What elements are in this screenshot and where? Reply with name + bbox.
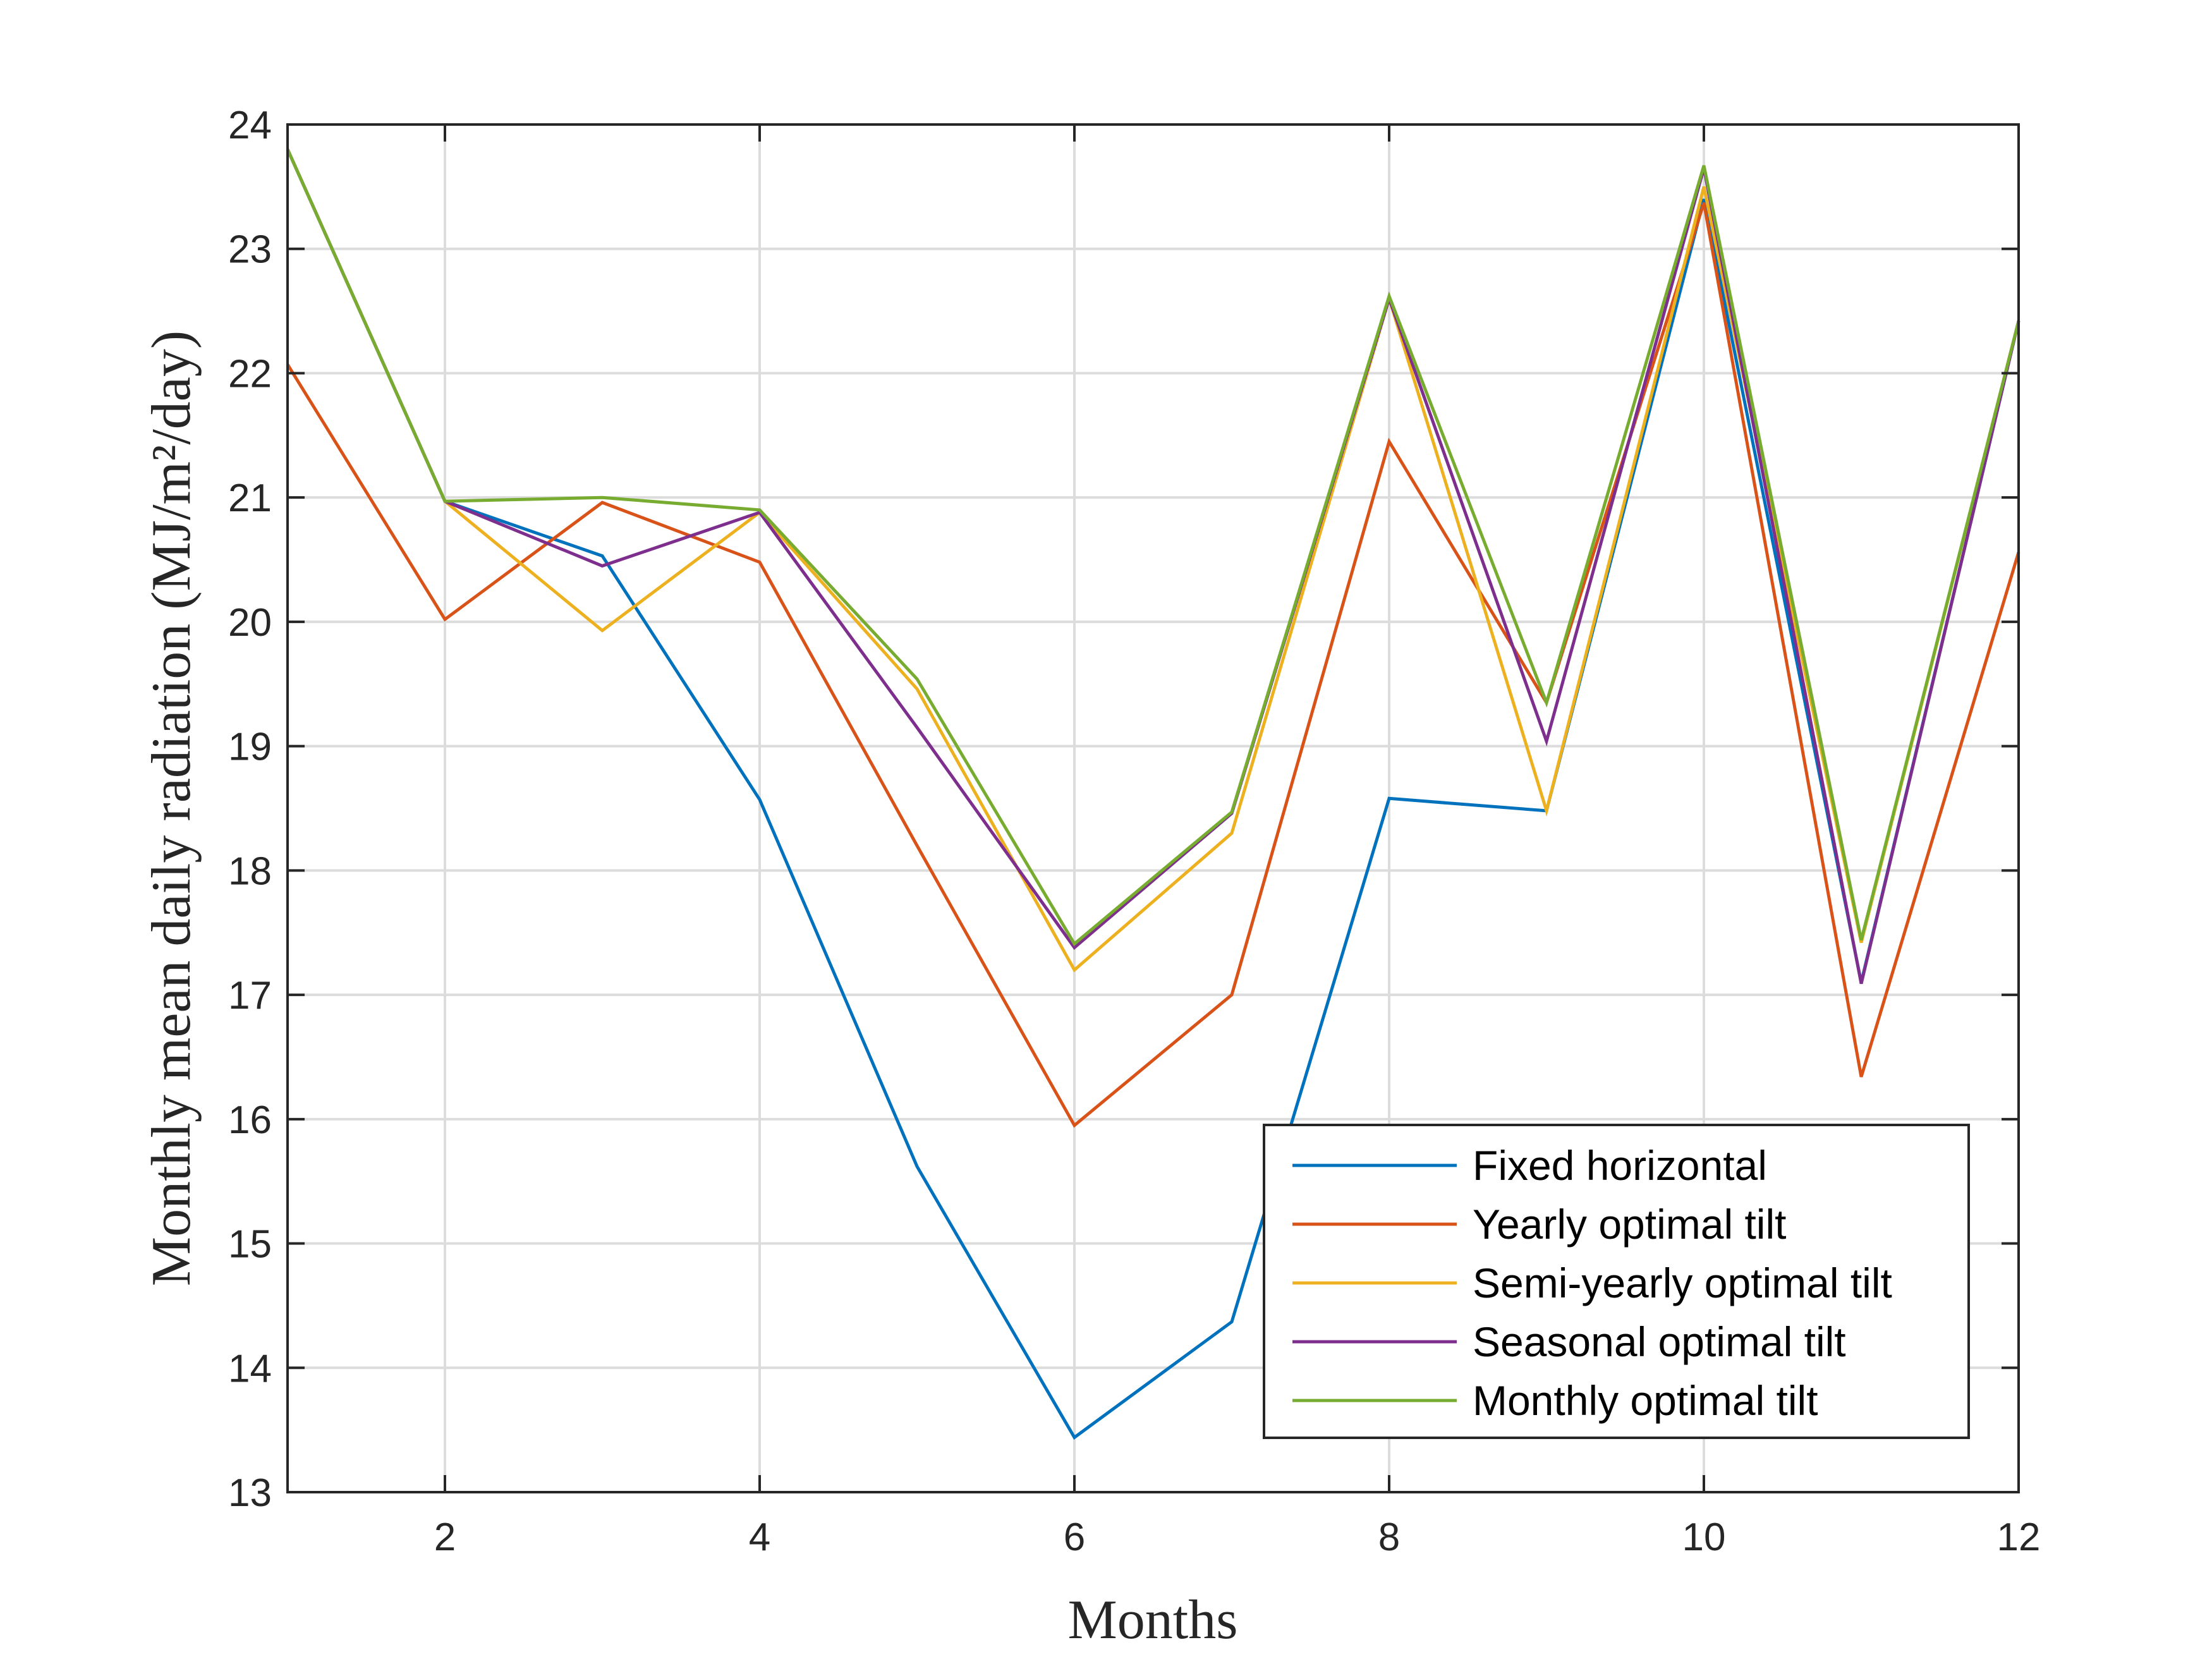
legend-label: Seasonal optimal tilt [1473, 1318, 1846, 1365]
x-tick-label: 12 [1997, 1516, 2041, 1559]
legend-label: Fixed horizontal [1473, 1142, 1767, 1189]
y-tick-label: 22 [228, 352, 272, 396]
y-tick-label: 16 [228, 1098, 272, 1142]
x-tick-label: 8 [1378, 1516, 1400, 1559]
y-axis-title: Monthly mean daily radiation (MJ/m²/day) [141, 331, 202, 1286]
y-tick-label: 23 [228, 228, 272, 272]
y-tick-label: 18 [228, 849, 272, 893]
x-tick-label: 6 [1064, 1516, 1085, 1559]
y-tick-label: 24 [228, 104, 272, 147]
legend: Fixed horizontal Yearly optimal tilt Semi-… [1264, 1125, 1969, 1438]
y-tick-label: 13 [228, 1471, 272, 1515]
y-tick-label: 14 [228, 1347, 272, 1390]
x-tick-label: 2 [434, 1516, 456, 1559]
y-tick-label: 20 [228, 601, 272, 645]
y-tick-label: 21 [228, 477, 272, 520]
legend-label: Monthly optimal tilt [1473, 1377, 1818, 1424]
y-tick-label: 17 [228, 974, 272, 1018]
legend-label: Semi-yearly optimal tilt [1473, 1260, 1892, 1306]
x-axis-title: Months [1068, 1589, 1238, 1651]
y-tick-label: 15 [228, 1223, 272, 1267]
x-tick-label: 4 [749, 1516, 770, 1559]
x-tick-label: 10 [1682, 1516, 1726, 1559]
legend-label: Yearly optimal tilt [1473, 1201, 1786, 1248]
y-tick-label: 19 [228, 726, 272, 769]
